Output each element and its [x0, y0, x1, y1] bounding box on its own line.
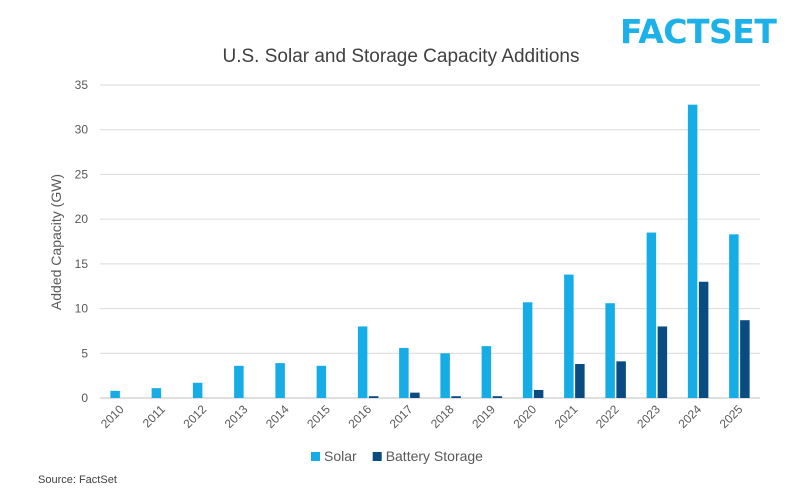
gridlines: [100, 84, 760, 399]
legend: Solar Battery Storage: [311, 448, 483, 464]
x-tick-label: 2013: [222, 402, 251, 431]
battery-storage-bar: [410, 392, 420, 398]
solar-bar: [275, 363, 285, 398]
x-tick-label: 2022: [593, 402, 622, 431]
battery-storage-bar: [492, 396, 503, 398]
battery-storage-bar: [740, 320, 750, 398]
solar-bar: [605, 303, 615, 398]
y-tick-label: 25: [75, 167, 89, 181]
battery-storage-bar: [575, 364, 585, 398]
solar-bar: [564, 274, 574, 398]
solar-bar: [316, 365, 327, 398]
battery-storage-bar: [616, 361, 626, 398]
x-tick-label: 2017: [387, 402, 416, 431]
solar-bar: [646, 232, 657, 398]
solar-bar: [440, 353, 450, 398]
y-tick-label: 10: [75, 302, 89, 316]
x-tick-label: 2020: [510, 402, 539, 431]
x-tick-labels: 2010 2011 2012 2013 2014 2015 2016 2017 2018 2019…: [98, 402, 746, 431]
legend-solar-swatch: [311, 452, 320, 461]
x-tick-label: 2019: [469, 402, 498, 431]
factset-logo: FACTSET: [620, 12, 777, 51]
x-tick-label: 2018: [428, 402, 457, 431]
x-tick-label: 2012: [180, 402, 209, 431]
y-tick-label: 5: [81, 346, 88, 360]
x-tick-label: 2010: [98, 402, 127, 431]
solar-bar: [110, 390, 120, 398]
battery-storage-bar: [698, 281, 709, 398]
battery-storage-bar: [451, 396, 461, 398]
x-tick-label: 2011: [140, 402, 168, 430]
y-tick-label: 30: [75, 123, 89, 137]
y-tick-labels: 0 5 10 15 20 25 30 35: [75, 78, 89, 405]
solar-bar: [192, 382, 203, 398]
legend-battery-label: Battery Storage: [386, 448, 483, 464]
solar-bar: [357, 326, 368, 398]
x-tick-label: 2015: [304, 402, 333, 431]
y-axis-label: Added Capacity (GW): [48, 174, 64, 310]
x-tick-label: 2023: [634, 402, 663, 431]
x-tick-label: 2016: [345, 402, 374, 431]
battery-storage-bar: [657, 326, 668, 398]
x-tick-label: 2014: [263, 402, 292, 431]
solar-bar: [729, 234, 739, 398]
bars: [110, 104, 750, 398]
battery-storage-bar: [368, 396, 379, 398]
y-tick-label: 15: [75, 257, 89, 271]
y-tick-label: 35: [75, 78, 89, 92]
solar-bar: [522, 302, 533, 398]
solar-bar: [234, 365, 244, 398]
chart-title: U.S. Solar and Storage Capacity Addition…: [223, 46, 580, 67]
solar-bar: [481, 346, 492, 398]
battery-storage-bar: [533, 389, 544, 398]
x-tick-label: 2024: [675, 402, 704, 431]
y-tick-label: 20: [75, 212, 89, 226]
x-tick-label: 2025: [717, 402, 746, 431]
legend-solar-label: Solar: [324, 448, 357, 464]
y-tick-label: 0: [81, 391, 88, 405]
solar-bar: [151, 388, 162, 398]
source-note: Source: FactSet: [38, 474, 117, 486]
x-tick-label: 2021: [552, 402, 581, 431]
solar-bar: [687, 104, 698, 398]
legend-battery-swatch: [372, 452, 382, 461]
solar-bar: [399, 347, 409, 398]
